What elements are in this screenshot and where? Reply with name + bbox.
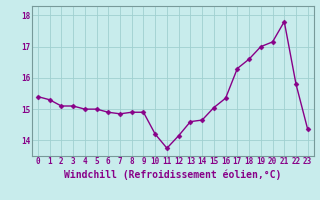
X-axis label: Windchill (Refroidissement éolien,°C): Windchill (Refroidissement éolien,°C) bbox=[64, 169, 282, 180]
